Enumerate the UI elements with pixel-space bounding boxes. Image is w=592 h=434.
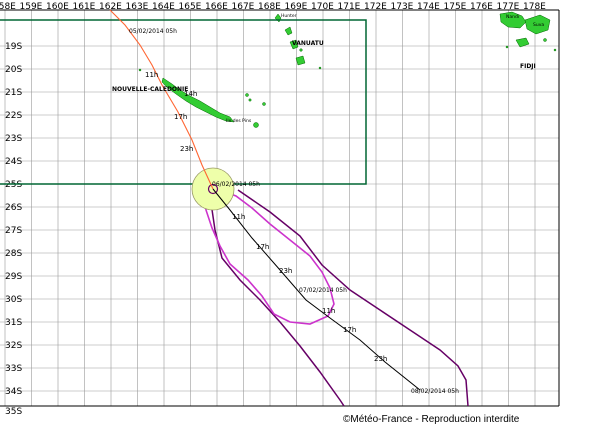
longitude-label: 176E [470,2,493,12]
track-label-day3: 08/02/2014 05h [411,388,459,395]
uncertainty-cone-inner [203,186,335,325]
new-caledonia-land [138,68,266,128]
longitude-label: 164E [152,2,175,12]
lat-lon-grid [0,10,559,406]
track-label-11h-c: 11h [232,213,245,221]
track-label-11h-a: 11h [145,71,158,79]
place-vanuatu: VANUATU [292,40,324,47]
longitude-label: 169E [285,2,308,12]
place-suva: Suva [533,22,544,28]
longitude-label: 167E [232,2,255,12]
longitude-label: 171E [338,2,361,12]
longitude-label: 174E [417,2,440,12]
latitude-label: 35S [5,407,22,417]
longitude-label: 162E [99,2,122,12]
watch-zone-frame [0,19,367,185]
latitude-label: 26S [5,203,22,213]
latitude-label: 30S [5,295,22,305]
uncertainty-cone-outer [237,189,469,407]
latitude-labels: 19S 20S 21S 22S 23S 24S 25S 26S 27S 28S 29S 30S 31S 3… [5,42,22,417]
track-label-17h-a: 17h [174,113,187,121]
latitude-label: 28S [5,249,22,259]
longitude-label: 166E [205,2,228,12]
place-hunter: Hunter [281,13,297,19]
track-label-23h-d: 23h [374,355,387,363]
longitude-label: 160E [46,2,69,12]
longitude-label: 178E [523,2,546,12]
longitude-label: 170E [311,2,334,12]
vanuatu-land [274,13,322,70]
track-label-day2: 07/02/2014 05h [299,287,347,294]
track-label-17h-c: 17h [256,243,269,251]
place-ile-des-pins: Ile des Pins [226,118,252,124]
latitude-label: 25S [5,180,22,190]
forecast-track-line [212,188,421,391]
fiji-land [499,11,557,52]
longitude-label: 165E [179,2,202,12]
longitude-label: 172E [364,2,387,12]
latitude-label: 20S [5,65,22,75]
longitude-label: 161E [73,2,96,12]
track-label-23h-c: 23h [279,267,292,275]
longitude-label: 159E [20,2,43,12]
place-fiji: FIDJI [520,63,536,70]
track-label-11h-d: 11h [322,307,335,315]
track-label-start: 05/02/2014 05h [129,28,177,35]
latitude-label: 33S [5,364,22,374]
track-label-analysis: 06/02/2014 05h [212,181,260,188]
track-label-17h-d: 17h [343,326,356,334]
track-label-14h: 14h [184,90,197,98]
latitude-label: 19S [5,42,22,52]
latitude-label: 24S [5,157,22,167]
track-label-23h-a: 23h [180,145,193,153]
latitude-label: 23S [5,134,22,144]
longitude-label: 177E [497,2,520,12]
past-track-line [109,9,214,190]
longitude-label: 168E [258,2,281,12]
latitude-label: 27S [5,226,22,236]
copyright-notice: ©Météo-France - Reproduction interdite [343,414,520,425]
latitude-label: 32S [5,341,22,351]
place-nandi: Nandi [506,14,519,20]
analysis-position-marker [207,183,219,195]
longitude-label: 175E [444,2,467,12]
latitude-label: 22S [5,111,22,121]
latitude-label: 34S [5,387,22,397]
longitude-label: 163E [126,2,149,12]
latitude-label: 21S [5,88,22,98]
longitude-label: 158E [0,2,16,12]
longitude-label: 173E [391,2,414,12]
latitude-label: 29S [5,272,22,282]
latitude-label: 31S [5,318,22,328]
place-new-caledonia: NOUVELLE-CALEDONIE [112,86,188,93]
